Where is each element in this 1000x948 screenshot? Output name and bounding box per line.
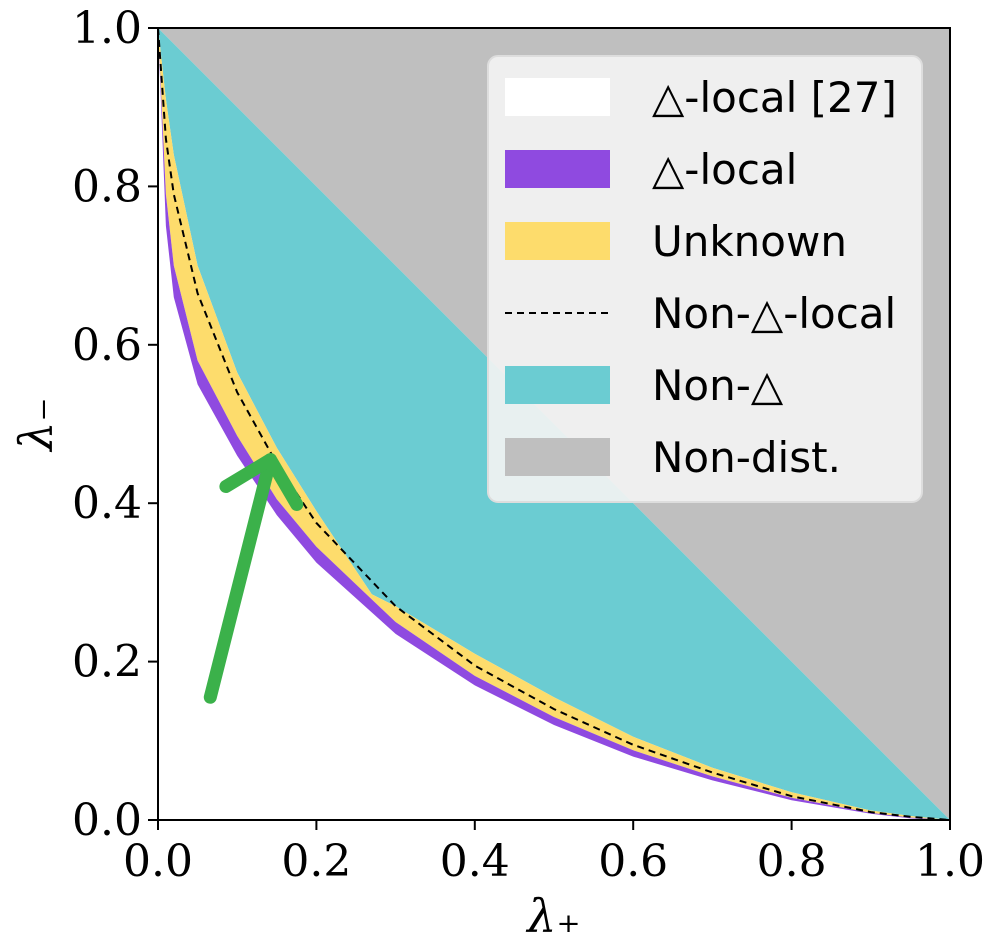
legend-label: △-local [27] <box>652 73 897 122</box>
legend-label: Non-dist. <box>652 433 841 482</box>
x-tick-label: 0.8 <box>757 836 827 887</box>
chart-ticks: 0.0 0.2 0.4 0.6 0.8 1.0 0.0 0.2 0.4 0.6 0.8 1.0 <box>72 3 985 887</box>
legend-swatch <box>505 150 610 188</box>
y-axis-label: λ₋ <box>9 397 63 452</box>
y-tick-label: 1.0 <box>72 3 142 54</box>
legend-swatch <box>505 222 610 260</box>
green-arrow-annotation <box>203 453 304 704</box>
x-tick-label: 0.0 <box>123 836 193 887</box>
y-tick-label: 0.0 <box>72 795 142 846</box>
arrow-shaft <box>203 453 277 704</box>
x-tick-label: 1.0 <box>915 836 985 887</box>
legend-label: △-local <box>652 145 797 194</box>
curve-non-triangle-local <box>157 27 951 821</box>
plot-frame <box>157 27 951 821</box>
x-tick-label: 0.4 <box>440 836 510 887</box>
legend-swatch <box>505 366 610 404</box>
legend-label: Non-△-local <box>652 289 896 338</box>
legend: △-local [27] △-local Unknown Non-△-local Non… <box>487 55 923 503</box>
x-tick-label: 0.2 <box>281 836 351 887</box>
y-tick-label: 0.8 <box>72 161 142 212</box>
y-tick-label: 0.4 <box>72 478 142 529</box>
legend-swatch <box>505 78 610 116</box>
y-tick-label: 0.6 <box>72 320 142 371</box>
x-tick-label: 0.6 <box>598 836 668 887</box>
legend-swatch <box>505 438 610 476</box>
x-axis-label: λ₊ <box>525 889 580 943</box>
y-tick-label: 0.2 <box>72 637 142 688</box>
legend-label: Non-△ <box>652 361 784 410</box>
legend-label: Unknown <box>652 217 847 266</box>
arrow-head <box>219 453 304 511</box>
